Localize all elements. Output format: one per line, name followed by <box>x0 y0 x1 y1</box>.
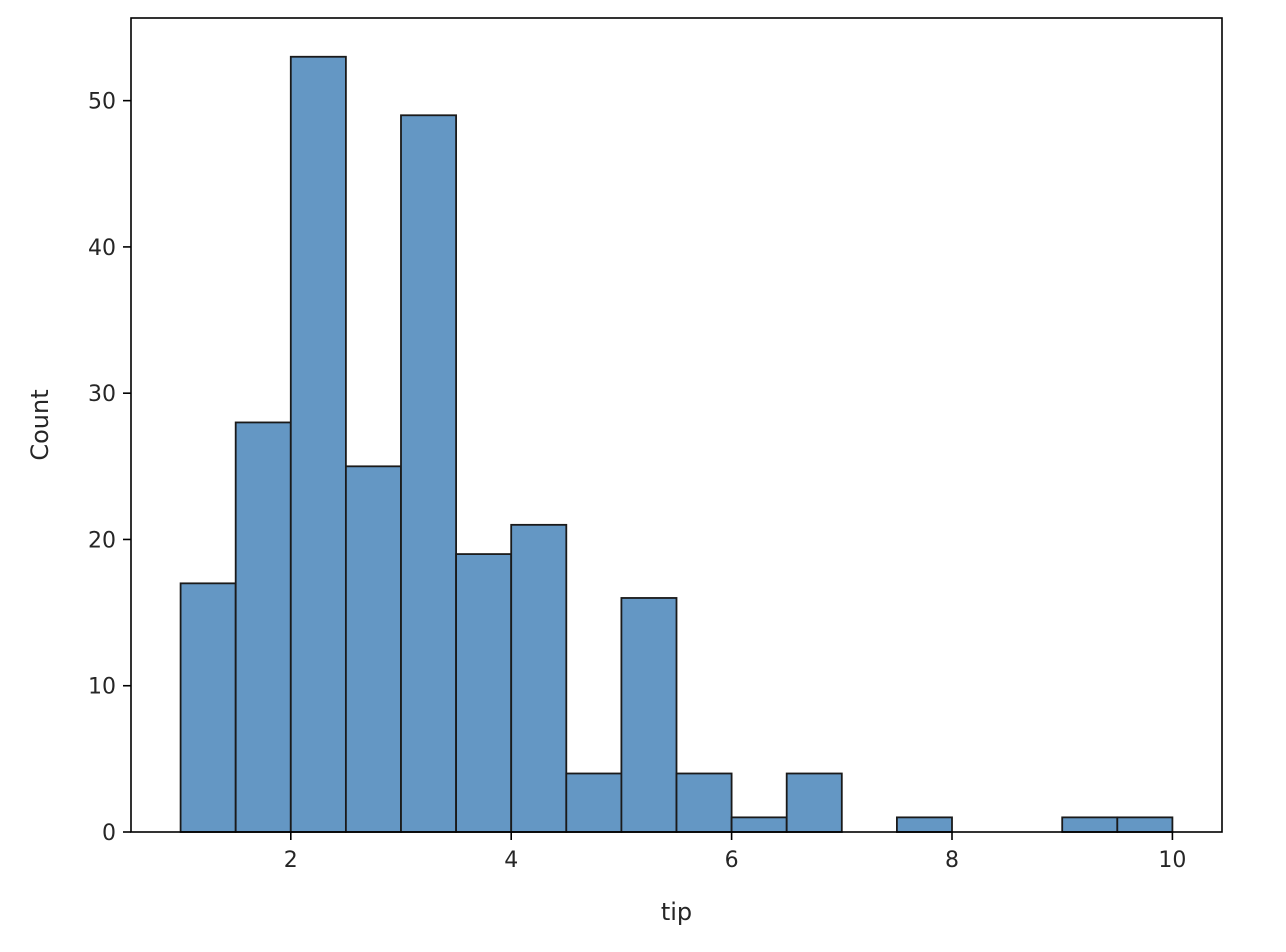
histogram-bar <box>1061 816 1119 833</box>
plot-frame <box>130 17 1223 833</box>
histogram-bar <box>785 772 843 833</box>
x-axis-label: tip <box>661 898 692 926</box>
x-tick-label: 6 <box>725 848 739 873</box>
y-axis-label: Count <box>26 389 54 460</box>
x-tick-label: 8 <box>945 848 959 873</box>
histogram-bar <box>179 582 237 833</box>
y-tick-label: 40 <box>88 236 116 261</box>
x-tick-label: 2 <box>284 848 298 873</box>
y-axis-ticks: 0 10 20 30 40 50 <box>88 90 131 846</box>
y-tick-label: 50 <box>88 90 116 115</box>
histogram-bar <box>675 772 733 833</box>
x-tick-label: 10 <box>1158 848 1186 873</box>
y-tick-label: 30 <box>88 382 116 407</box>
histogram-bar <box>620 597 678 833</box>
histogram-bar <box>730 816 788 833</box>
histogram-bar <box>455 553 513 833</box>
y-tick-label: 10 <box>88 675 116 700</box>
histogram-bars <box>179 55 1174 833</box>
histogram-bar <box>896 816 953 833</box>
histogram-bar <box>510 523 568 833</box>
y-tick-label: 20 <box>88 528 116 553</box>
histogram-bar <box>400 114 457 833</box>
histogram-bar <box>1116 816 1174 833</box>
histogram-bar <box>565 772 623 833</box>
histogram-bar <box>344 465 402 833</box>
x-tick-label: 4 <box>504 848 518 873</box>
y-tick-label: 0 <box>102 821 116 846</box>
histogram-bar <box>234 421 292 833</box>
histogram-bar <box>289 55 347 833</box>
x-axis-ticks: 2 4 6 8 10 <box>284 832 1186 873</box>
